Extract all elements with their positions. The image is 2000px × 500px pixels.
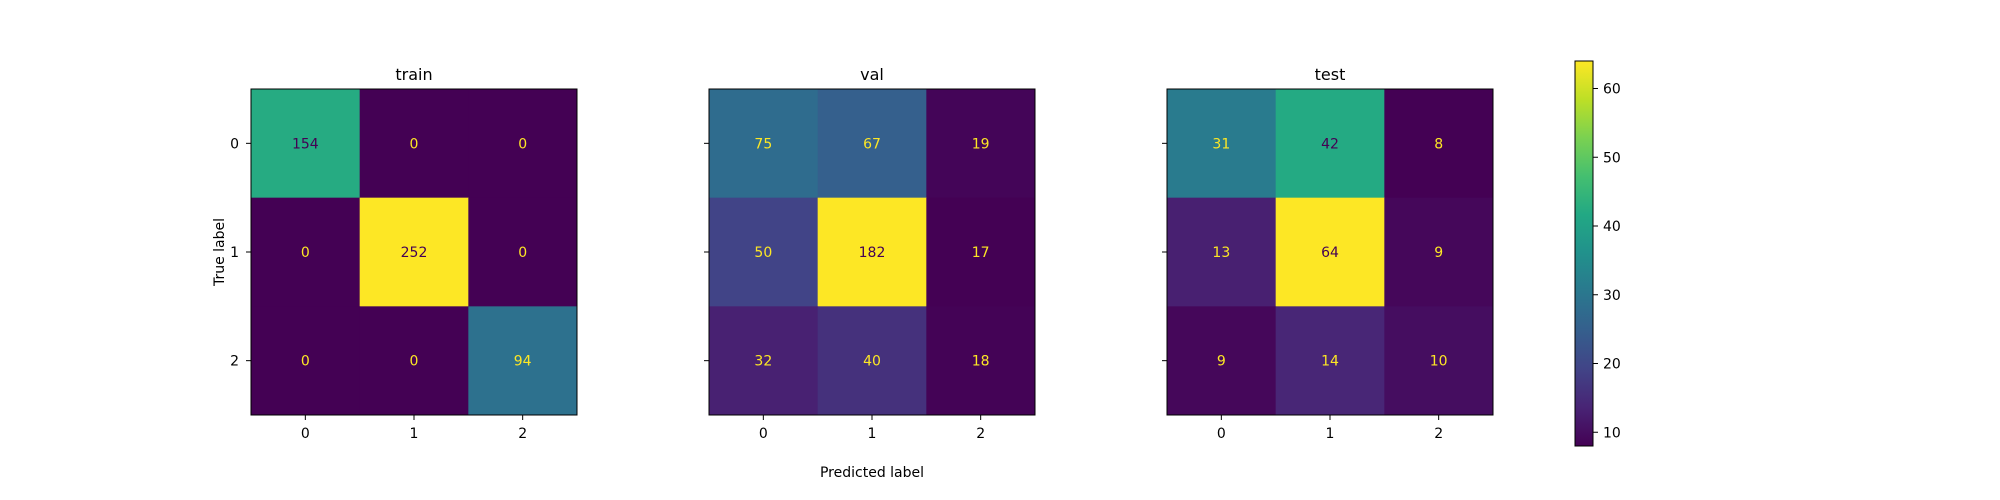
cell-val-0-0: [709, 89, 819, 199]
x-axis-label: Predicted label: [820, 465, 924, 481]
cell-value-train-2-1: 0: [410, 354, 419, 370]
cell-test-2-2: [1384, 306, 1494, 416]
cell-value-train-1-2: 0: [518, 245, 527, 261]
x-tick-label-test-0: 0: [1217, 426, 1226, 442]
y-axis-label: True label: [212, 218, 228, 287]
cell-test-1-2: [1384, 197, 1494, 307]
cell-val-2-1: [817, 306, 927, 416]
x-tick-label-train-2: 2: [518, 426, 527, 442]
colorbar-tick-label-0: 10: [1603, 425, 1621, 441]
cell-value-train-1-0: 0: [301, 245, 310, 261]
cell-train-1-0: [251, 197, 361, 307]
colorbar-tick-label-1: 20: [1603, 357, 1621, 373]
cell-value-val-0-1: 67: [863, 136, 881, 152]
cell-train-2-2: [468, 306, 578, 416]
cell-val-1-2: [926, 197, 1036, 307]
cell-value-val-2-0: 32: [754, 354, 772, 370]
cell-value-val-1-2: 17: [972, 245, 990, 261]
cell-value-val-1-0: 50: [754, 245, 772, 261]
cell-train-1-1: [359, 197, 469, 307]
cell-test-0-0: [1167, 89, 1277, 199]
colorbar-gradient: [1574, 60, 1594, 447]
cell-test-1-1: [1275, 197, 1385, 307]
colorbar-tick-label-4: 50: [1603, 150, 1621, 166]
cell-value-train-0-0: 154: [292, 136, 319, 152]
cell-value-train-1-1: 252: [401, 245, 428, 261]
x-tick-label-val-1: 1: [868, 426, 877, 442]
cell-value-test-2-2: 10: [1430, 354, 1448, 370]
cell-value-train-2-2: 94: [514, 354, 532, 370]
x-tick-label-val-2: 2: [976, 426, 985, 442]
cell-value-test-1-1: 64: [1321, 245, 1339, 261]
cell-value-train-2-0: 0: [301, 354, 310, 370]
cell-train-0-1: [359, 89, 469, 199]
cell-value-test-1-2: 9: [1434, 245, 1443, 261]
cell-value-test-2-1: 14: [1321, 354, 1339, 370]
colorbar-tick-label-5: 60: [1603, 82, 1621, 98]
y-tick-label-train-2: 2: [230, 354, 239, 370]
matrix-val: 75 67 19 50 182 17 32 40 18 val 0 1 2 Predicted label: [704, 65, 1036, 481]
cell-train-1-2: [468, 197, 578, 307]
panel-title-test: test: [1315, 65, 1346, 84]
panel-title-train: train: [395, 65, 432, 84]
cell-value-test-0-0: 31: [1212, 136, 1230, 152]
cell-value-val-0-2: 19: [972, 136, 990, 152]
cell-value-train-0-2: 0: [518, 136, 527, 152]
cell-value-val-2-1: 40: [863, 354, 881, 370]
cell-val-1-0: [709, 197, 819, 307]
cell-value-val-0-0: 75: [754, 136, 772, 152]
y-tick-label-train-1: 1: [230, 245, 239, 261]
y-tick-label-train-0: 0: [230, 136, 239, 152]
cell-test-2-0: [1167, 306, 1277, 416]
colorbar-tick-label-2: 30: [1603, 288, 1621, 304]
x-tick-label-train-0: 0: [301, 426, 310, 442]
cell-value-test-0-1: 42: [1321, 136, 1339, 152]
matrix-test: 31 42 8 13 64 9 9 14 10 test 0 1 2: [1162, 65, 1494, 442]
cell-val-0-2: [926, 89, 1036, 199]
cell-train-0-2: [468, 89, 578, 199]
panel-title-val: val: [860, 65, 884, 84]
cell-test-2-1: [1275, 306, 1385, 416]
cell-test-1-0: [1167, 197, 1277, 307]
x-tick-label-val-0: 0: [759, 426, 768, 442]
cell-train-0-0: [251, 89, 361, 199]
cell-value-test-1-0: 13: [1212, 245, 1230, 261]
cell-val-2-0: [709, 306, 819, 416]
cell-val-2-2: [926, 306, 1036, 416]
matrix-train: 154 0 0 0 252 0 0 0 94 train 0 1 2 0 1 2 True label: [212, 65, 578, 442]
cell-train-2-0: [251, 306, 361, 416]
x-tick-label-train-1: 1: [410, 426, 419, 442]
cell-val-0-1: [817, 89, 927, 199]
cell-val-1-1: [817, 197, 927, 307]
x-tick-label-test-2: 2: [1434, 426, 1443, 442]
cell-test-0-2: [1384, 89, 1494, 199]
cell-value-test-2-0: 9: [1217, 354, 1226, 370]
cell-train-2-1: [359, 306, 469, 416]
colorbar: 10 20 30 40 50 60: [1574, 60, 1621, 447]
colorbar-tick-label-3: 40: [1603, 219, 1621, 235]
cell-value-test-0-2: 8: [1434, 136, 1443, 152]
cell-value-val-2-2: 18: [972, 354, 990, 370]
cell-value-train-0-1: 0: [410, 136, 419, 152]
cell-value-val-1-1: 182: [859, 245, 886, 261]
cell-test-0-1: [1275, 89, 1385, 199]
x-tick-label-test-1: 1: [1326, 426, 1335, 442]
